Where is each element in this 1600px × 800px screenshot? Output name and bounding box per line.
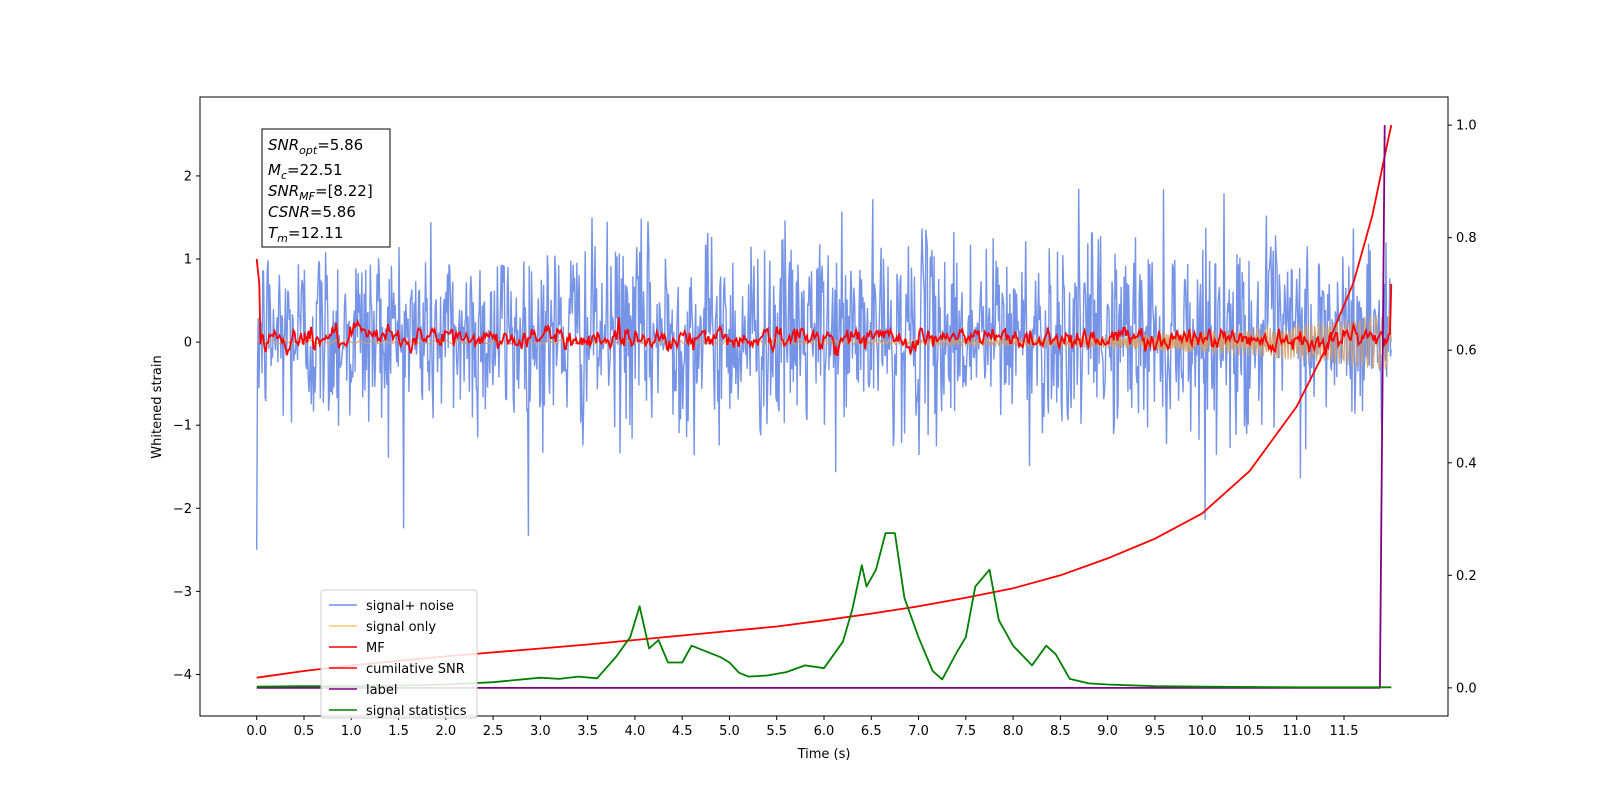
y2-tick-label: 0.8 (1456, 231, 1477, 246)
x-tick-label: 1.0 (341, 724, 362, 739)
x-tick-label: 3.5 (577, 724, 598, 739)
y2-tick-label: 0.2 (1456, 569, 1477, 584)
legend-label-mf: MF (366, 641, 385, 656)
y-axis-label: Whitened strain (150, 355, 165, 458)
y-tick-label: −4 (173, 668, 192, 683)
signal-only-series (256, 313, 1392, 370)
info-line-mc: Mc=22.51 (268, 161, 343, 182)
x-tick-label: 5.5 (766, 724, 787, 739)
x-tick-label: 11.0 (1282, 724, 1311, 739)
info-line-snr-opt: SNRopt=5.86 (268, 136, 363, 157)
legend-label-cumulative-snr: cumilative SNR (366, 662, 465, 677)
info-line-snr-mf: SNRMF=[8.22] (268, 182, 373, 203)
x-tick-label: 10.0 (1188, 724, 1217, 739)
y2-tick-label: 0.6 (1456, 344, 1477, 359)
mf-line (255, 258, 1393, 357)
info-annotation: SNRopt=5.86 Mc=22.51 SNRMF=[8.22] CSNR=5… (261, 128, 391, 248)
mf-series (255, 258, 1393, 357)
x-tick-label: 5.0 (719, 724, 740, 739)
info-line-csnr: CSNR=5.86 (268, 203, 356, 221)
legend-label-label: label (366, 683, 397, 698)
x-tick-label: 2.0 (435, 724, 456, 739)
x-tick-label: 11.5 (1330, 724, 1359, 739)
x-tick-label: 9.0 (1097, 724, 1118, 739)
x-tick-label: 8.0 (1003, 724, 1024, 739)
x-tick-label: 0.0 (246, 724, 267, 739)
y-axis-ticks: −4 −3 −2 −1 0 1 2 (173, 169, 200, 683)
x-tick-label: 1.5 (388, 724, 409, 739)
y2-tick-label: 1.0 (1456, 119, 1477, 134)
x-tick-label: 10.5 (1235, 724, 1264, 739)
y2-tick-label: 0.0 (1456, 681, 1477, 696)
x-tick-label: 9.5 (1145, 724, 1166, 739)
signal-statistics-line (256, 532, 1392, 689)
x-tick-label: 6.0 (814, 724, 835, 739)
legend: signal+ noise signal only MF cumilative … (320, 589, 478, 719)
y-tick-label: 0 (184, 336, 192, 351)
info-box (261, 128, 391, 248)
y-tick-label: 1 (184, 253, 192, 268)
x-tick-label: 0.5 (294, 724, 315, 739)
signal-statistics-series (256, 532, 1392, 689)
legend-box (320, 589, 478, 719)
legend-label-signal-only: signal only (366, 620, 436, 635)
x-tick-label: 4.0 (625, 724, 646, 739)
x-tick-label: 8.5 (1050, 724, 1071, 739)
x-tick-label: 4.5 (672, 724, 693, 739)
legend-label-signal-statistics: signal statistics (366, 704, 467, 719)
y-tick-label: 2 (184, 169, 192, 184)
x-tick-label: 7.0 (908, 724, 929, 739)
x-axis-ticks: 0.0 0.5 1.0 1.5 2.0 2.5 3.0 3.5 4.0 4.5 5.0 5.5 6.0 6… (246, 716, 1358, 739)
signal-only-line (256, 313, 1392, 370)
x-tick-label: 6.5 (861, 724, 882, 739)
x-tick-label: 2.5 (483, 724, 504, 739)
info-line-tm: Tm=12.11 (268, 224, 343, 245)
y2-axis-ticks: 0.0 0.2 0.4 0.6 0.8 1.0 (1448, 119, 1477, 696)
y-tick-label: −3 (173, 585, 192, 600)
legend-label-signal-noise: signal+ noise (366, 599, 454, 614)
y-tick-label: −1 (173, 419, 192, 434)
x-tick-label: 7.5 (955, 724, 976, 739)
x-axis-label: Time (s) (797, 747, 851, 762)
y-tick-label: −2 (173, 502, 192, 517)
y2-tick-label: 0.4 (1456, 456, 1477, 471)
x-tick-label: 3.0 (530, 724, 551, 739)
